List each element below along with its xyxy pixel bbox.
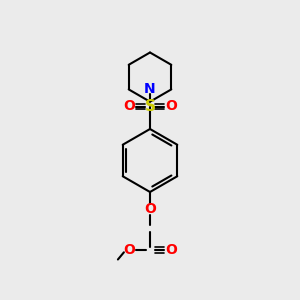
Text: O: O (123, 100, 135, 113)
Text: O: O (144, 202, 156, 216)
Text: O: O (165, 243, 177, 257)
Text: O: O (165, 100, 177, 113)
Text: N: N (144, 82, 156, 96)
Text: O: O (123, 243, 135, 257)
Text: S: S (145, 99, 155, 114)
